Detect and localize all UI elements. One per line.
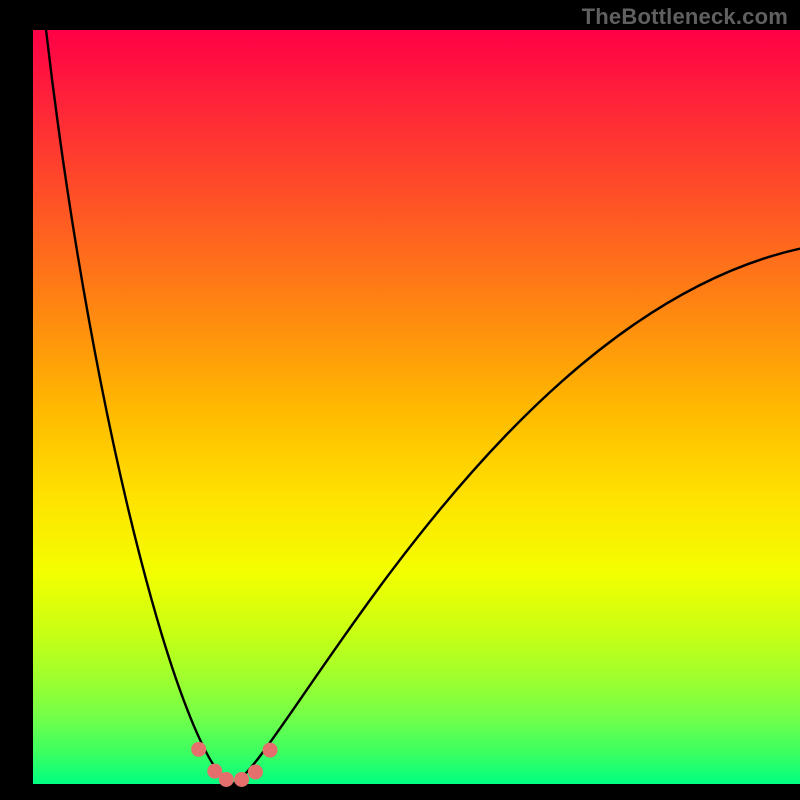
root: TheBottleneck.com — [0, 0, 800, 800]
attribution-text: TheBottleneck.com — [582, 4, 788, 30]
data-marker — [234, 772, 249, 787]
data-marker — [263, 743, 278, 758]
plot-gradient-background — [33, 30, 800, 784]
data-marker — [248, 764, 263, 779]
data-marker — [191, 742, 206, 757]
data-marker — [219, 772, 234, 787]
plot-svg — [0, 0, 800, 800]
